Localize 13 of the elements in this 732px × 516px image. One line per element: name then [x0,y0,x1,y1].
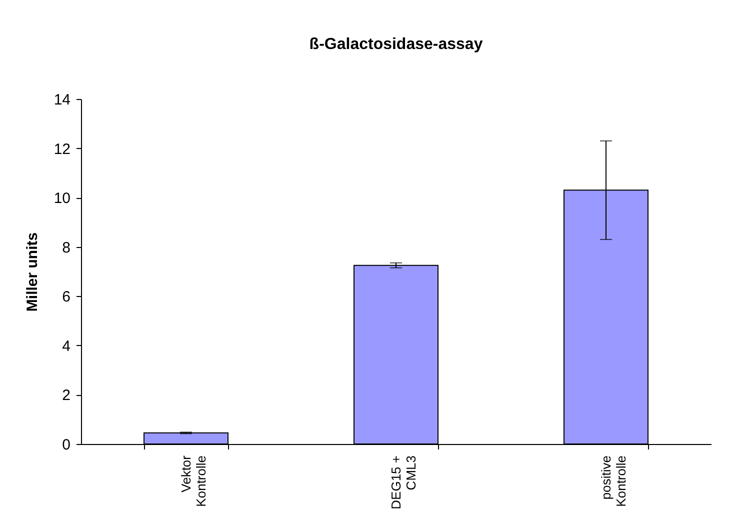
x-tick-label: DEG15 + CML3 [388,456,418,510]
chart-title: ß-Galactosidase-assay [309,36,483,53]
y-tick-label: 2 [62,387,70,404]
y-tick-label: 10 [54,190,70,208]
y-tick-label: 4 [62,338,70,355]
y-tick-label: 6 [62,288,70,306]
y-tick-label: 12 [54,140,70,158]
y-tick-label: 8 [62,239,70,256]
x-tick-label: Vektor Kontrolle [178,454,208,507]
x-tick-label: positive Kontrolle [598,456,628,507]
y-tick-label: 0 [62,436,70,454]
y-tick-label: 14 [54,92,70,108]
y-axis-title: Miller units [24,232,41,312]
